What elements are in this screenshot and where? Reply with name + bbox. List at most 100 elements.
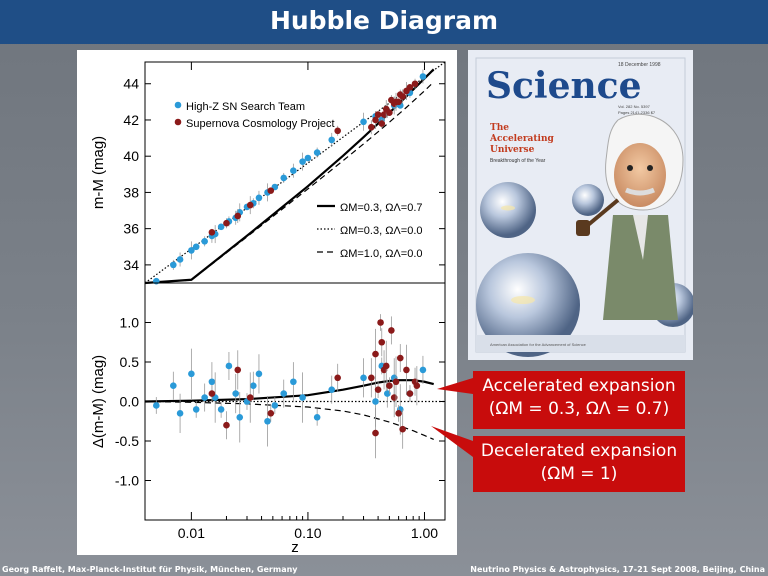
cover-pages: Pages 2141-2336 $7 bbox=[618, 110, 656, 115]
line-legend-entry: ΩM=0.3, ΩΛ=0.0 bbox=[340, 225, 423, 237]
legend-entry: High-Z SN Search Team bbox=[186, 101, 305, 113]
highz-residual-point bbox=[236, 414, 244, 421]
callout-accelerated-line1: Accelerated expansion bbox=[482, 376, 676, 396]
scp-residual-point bbox=[368, 374, 375, 382]
highz-residual-point bbox=[299, 394, 306, 401]
highz-point bbox=[170, 261, 177, 269]
top-ytick-label: 44 bbox=[123, 76, 139, 92]
pointer-accelerated-arrow-icon bbox=[437, 378, 473, 394]
scp-residual-point bbox=[386, 382, 393, 390]
highz-residual-point bbox=[170, 382, 177, 390]
top-ytick-label: 40 bbox=[123, 148, 139, 164]
scp-point bbox=[399, 93, 406, 100]
scp-residual-point bbox=[246, 394, 254, 401]
einstein-coat bbox=[603, 215, 678, 320]
highz-residual-point bbox=[372, 398, 379, 405]
highz-residual-point bbox=[313, 414, 321, 421]
scp-point bbox=[378, 120, 386, 127]
scp-point bbox=[223, 219, 230, 227]
scp-residual-point bbox=[374, 386, 382, 393]
highz-point bbox=[304, 154, 312, 162]
scp-residual-point bbox=[413, 382, 421, 390]
footer-left: Georg Raffelt, Max-Planck-Institut für P… bbox=[2, 565, 298, 574]
highz-residual-point bbox=[264, 417, 271, 425]
highz-point bbox=[188, 247, 195, 254]
cover-bottom-band bbox=[476, 335, 685, 352]
cover-subhead: Breakthrough of the Year bbox=[490, 158, 546, 164]
bottom-ytick-label: 0.0 bbox=[120, 394, 140, 410]
highz-point bbox=[280, 174, 288, 182]
cover-headline-1: The bbox=[490, 123, 509, 133]
galaxy-bubble-large bbox=[476, 253, 580, 357]
galaxy-medium bbox=[501, 205, 515, 211]
highz-residual-point bbox=[271, 402, 279, 409]
line-legend-entry: ΩM=0.3, ΩΛ=0.7 bbox=[340, 202, 423, 214]
xtick-label: 0.01 bbox=[178, 525, 205, 541]
scp-residual-point bbox=[223, 421, 230, 429]
callout-decelerated-line2: (ΩM = 1) bbox=[540, 464, 618, 484]
scp-point bbox=[380, 111, 388, 118]
highz-point bbox=[217, 223, 225, 231]
einstein-eye-right bbox=[647, 165, 653, 171]
einstein-eye-left bbox=[627, 165, 633, 171]
highz-residual-point bbox=[255, 370, 263, 378]
highz-point bbox=[290, 167, 297, 174]
slide-title: Hubble Diagram bbox=[0, 0, 768, 44]
scp-point bbox=[411, 80, 419, 88]
scp-point bbox=[386, 109, 393, 117]
scp-residual-point bbox=[396, 354, 404, 362]
scp-residual-point bbox=[399, 425, 406, 433]
scp-point bbox=[234, 212, 242, 220]
highz-residual-point bbox=[201, 394, 208, 401]
scp-point bbox=[334, 127, 341, 135]
residual-plot-bottom: 1.0 0.5 0.0 -0.5 -1.0 Δ(m-M) (mag) 0.01 0.10 1.0… bbox=[90, 282, 446, 556]
scp-residual-point bbox=[382, 362, 390, 370]
highz-residual-point bbox=[192, 406, 200, 413]
cover-headline-3: Universe bbox=[490, 145, 535, 155]
galaxy-bubble-small bbox=[572, 184, 604, 216]
cover-issue: Vol. 282 No. 5397 bbox=[618, 104, 651, 109]
highz-residual-point bbox=[176, 410, 184, 417]
einstein-mustache bbox=[625, 187, 655, 196]
scp-point bbox=[395, 98, 402, 106]
highz-residual-point bbox=[360, 374, 367, 382]
highz-residual-point bbox=[290, 378, 297, 386]
science-magazine-cover: Science 18 December 1998 Vol. 282 No. 53… bbox=[468, 50, 693, 360]
model-curve-hubble bbox=[144, 68, 435, 285]
legend-marker bbox=[174, 118, 182, 126]
scp-point bbox=[368, 123, 375, 131]
highz-residual-point bbox=[250, 382, 257, 390]
xtick-label: 0.10 bbox=[294, 525, 321, 541]
hubble-chart: 34 36 38 40 42 44 m-M (mag) High-Z SN Search Te… bbox=[90, 61, 446, 556]
highz-point bbox=[299, 158, 306, 165]
scp-residual-point bbox=[392, 378, 400, 386]
bottom-ytick-label: -0.5 bbox=[115, 433, 139, 449]
hubble-plot-top: 34 36 38 40 42 44 m-M (mag) High-Z SN Search Te… bbox=[90, 61, 446, 285]
scp-point bbox=[208, 228, 216, 236]
highz-residual-point bbox=[208, 378, 216, 386]
highz-point bbox=[176, 256, 184, 263]
bottom-ytick-label: 1.0 bbox=[120, 315, 140, 331]
highz-residual-point bbox=[384, 390, 391, 397]
top-ytick-label: 38 bbox=[123, 184, 139, 200]
cover-masthead: Science bbox=[486, 65, 642, 107]
top-ytick-label: 42 bbox=[123, 112, 139, 128]
xtick-label: 1.00 bbox=[411, 525, 438, 541]
highz-residual-point bbox=[232, 390, 239, 397]
scp-point bbox=[406, 84, 414, 91]
callout-decelerated: Decelerated expansion (ΩM = 1) bbox=[473, 436, 685, 492]
legend-entry: Supernova Cosmology Project bbox=[186, 118, 335, 130]
highz-point bbox=[201, 238, 208, 245]
scp-residual-point bbox=[208, 390, 216, 397]
highz-residual-point bbox=[152, 402, 160, 409]
highz-residual-point bbox=[419, 366, 427, 374]
bottom-ylabel: Δ(m-M) (mag) bbox=[90, 355, 107, 448]
footer-right: Neutrino Physics & Astrophysics, 17-21 S… bbox=[470, 565, 765, 574]
cover-bottom-text: American Association for the Advancement… bbox=[490, 342, 587, 347]
cover-headline-2: Accelerating bbox=[489, 134, 555, 144]
pipe-bowl-icon bbox=[576, 220, 590, 236]
highz-residual-point bbox=[280, 390, 288, 397]
bottom-ytick-label: 0.5 bbox=[120, 354, 140, 370]
highz-point bbox=[419, 73, 427, 80]
